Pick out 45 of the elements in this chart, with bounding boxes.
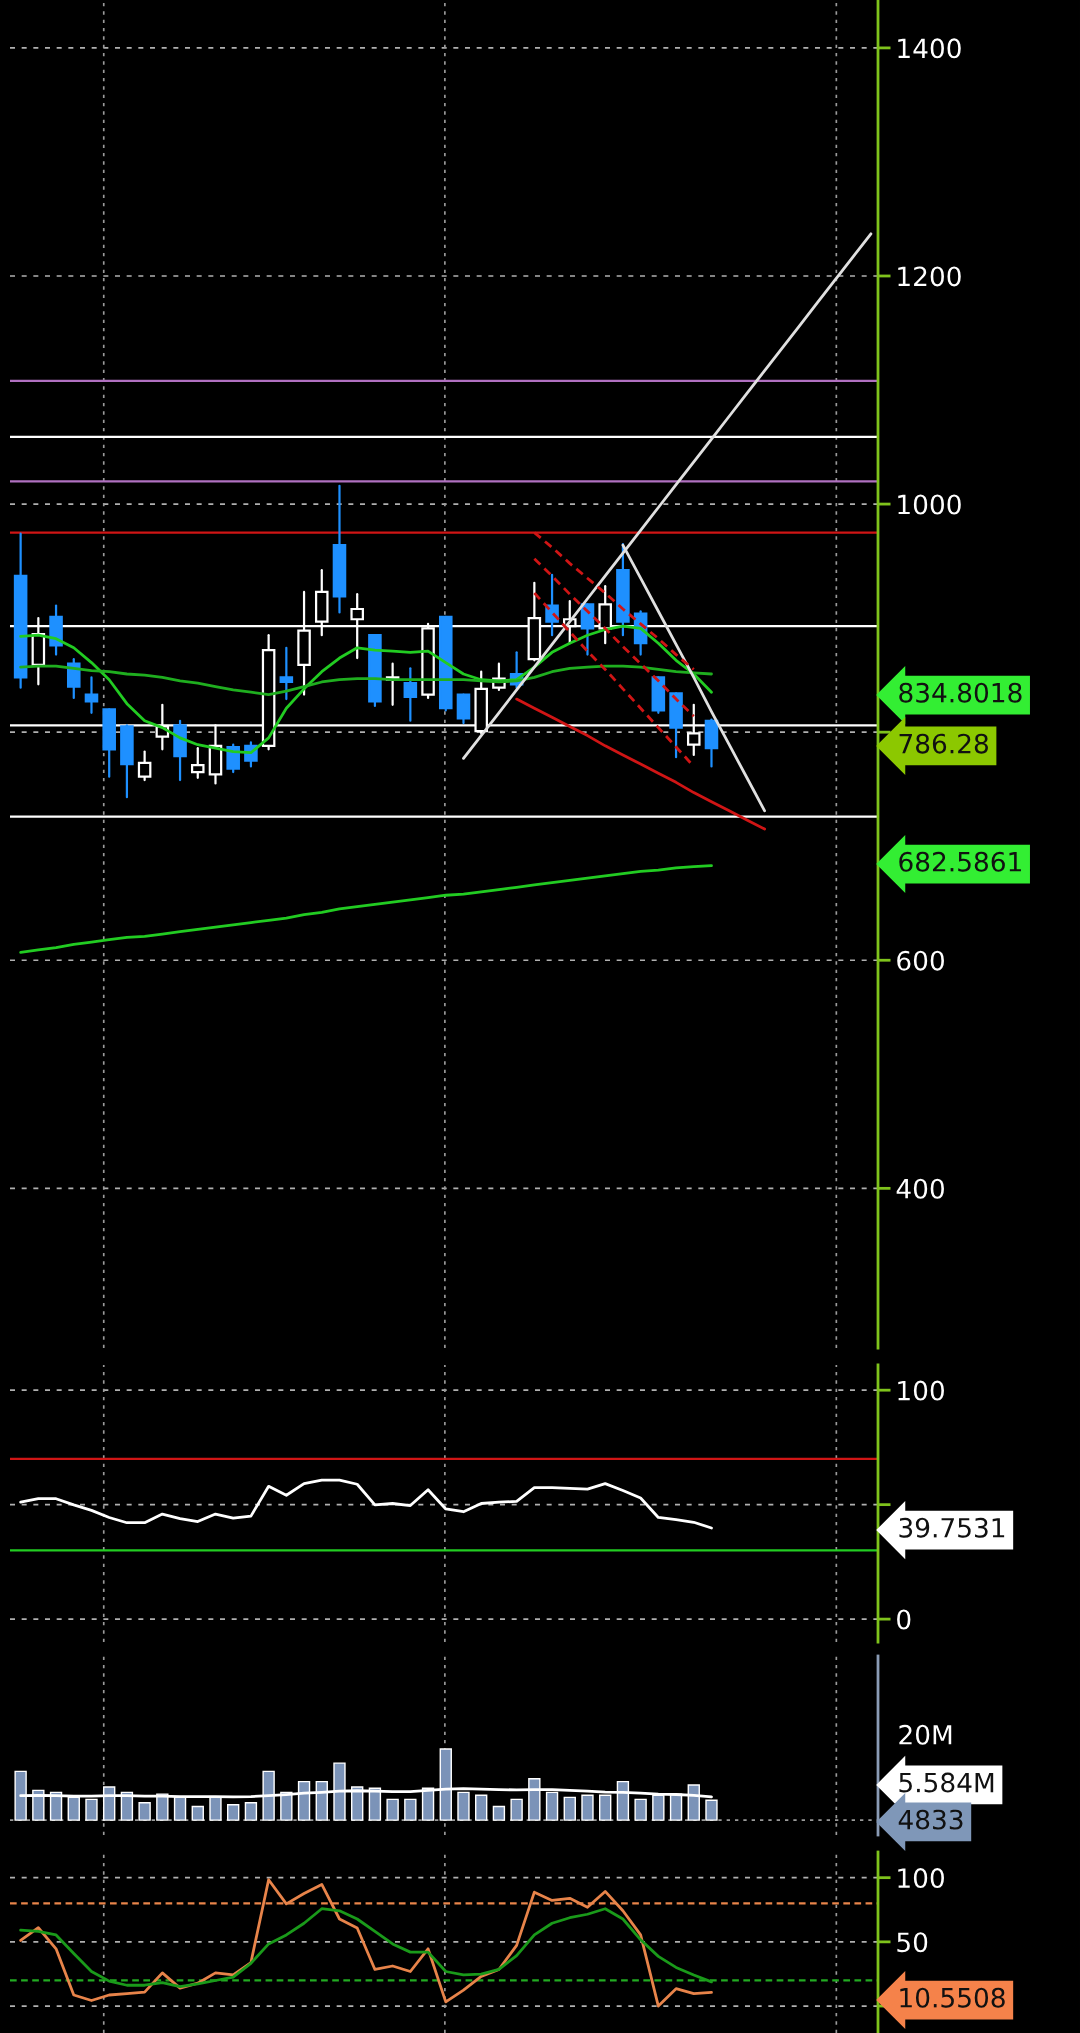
y-tick-label: 1400 (898, 38, 961, 59)
bar (475, 1794, 488, 1821)
bar (191, 1805, 204, 1821)
bar (510, 1798, 523, 1821)
y-tick-label: 400 (896, 1178, 944, 1199)
text: 5.584M (899, 1772, 994, 1793)
y-tick-label: 100 (898, 1380, 944, 1401)
bar (705, 1799, 718, 1821)
candlestick (137, 750, 152, 782)
line-series (19, 1907, 713, 1989)
text: 39.7531 (899, 1517, 1005, 1538)
bar (634, 1798, 647, 1821)
text: 834.8018 (899, 682, 1022, 703)
text: 786.28 (899, 733, 988, 754)
y-tick-label: 1200 (898, 266, 961, 287)
bar (457, 1791, 470, 1821)
text: 682.5861 (899, 851, 1021, 872)
candlestick (279, 646, 294, 701)
line-series (515, 697, 767, 831)
bar (581, 1794, 594, 1821)
candlestick (403, 667, 418, 722)
text: 4833 (898, 1809, 963, 1830)
bar (563, 1796, 576, 1821)
y-tick-label: 600 (897, 950, 944, 971)
y-tick-label: 50 (897, 1932, 928, 1953)
line-series (19, 664, 713, 696)
bar (404, 1798, 417, 1821)
candlestick (66, 658, 81, 700)
line-series (19, 1478, 713, 1530)
text: 10.5508 (900, 1987, 1005, 2008)
candlestick (545, 573, 559, 637)
y-tick-label: 0 (897, 1609, 911, 1630)
bar (138, 1802, 151, 1821)
y-tick-label: 100 (898, 1868, 944, 1889)
y-tick-label: 1000 (898, 494, 961, 515)
bar (244, 1802, 258, 1821)
candlestick (456, 693, 471, 725)
text: 20M (899, 1724, 952, 1745)
bar (492, 1805, 506, 1821)
line-series (19, 864, 713, 954)
candlestick (84, 676, 99, 714)
bar (386, 1798, 399, 1821)
line-series (532, 557, 696, 718)
candlestick (190, 747, 205, 779)
bar (227, 1804, 240, 1821)
